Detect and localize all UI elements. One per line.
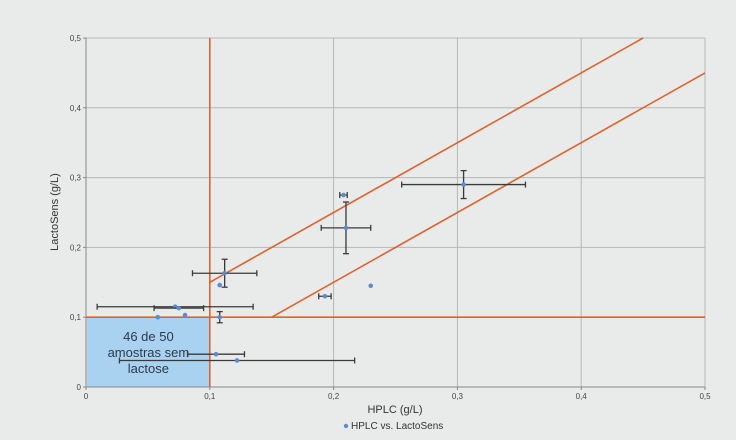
legend: HPLC vs. LactoSens bbox=[343, 421, 443, 432]
axes: 0 0,1 0,2 0,3 0,4 0,5 0 0,1 0,2 0,3 0,4 0,5 bbox=[70, 34, 711, 401]
x-tick-label: 0,4 bbox=[576, 392, 588, 401]
x-tick-label: 0 bbox=[84, 392, 89, 401]
data-points bbox=[96, 169, 527, 364]
reference-lines bbox=[86, 37, 706, 387]
y-tick-label: 0,4 bbox=[70, 104, 82, 113]
data-point bbox=[222, 270, 227, 276]
x-tick-label: 0,3 bbox=[452, 392, 464, 401]
annotation-box-fill bbox=[87, 317, 210, 387]
legend-marker bbox=[343, 423, 349, 429]
tolerance-band-line bbox=[271, 72, 706, 318]
data-point bbox=[182, 312, 188, 318]
data-point bbox=[155, 314, 161, 320]
x-tick-label: 0,2 bbox=[328, 392, 340, 401]
annotation-text-line: 46 de 50 bbox=[123, 329, 174, 344]
y-tick-label: 0,2 bbox=[70, 243, 82, 252]
data-point bbox=[343, 225, 349, 231]
data-point bbox=[322, 293, 328, 299]
annotation-text-line: amostras sem bbox=[108, 345, 190, 360]
data-point bbox=[341, 192, 346, 198]
data-point bbox=[461, 182, 466, 187]
legend-label: HPLC vs. LactoSens bbox=[351, 421, 443, 432]
y-tick-label: 0,3 bbox=[70, 174, 82, 183]
y-tick-label: 0 bbox=[77, 383, 82, 392]
data-point bbox=[217, 314, 223, 320]
data-point bbox=[176, 305, 182, 311]
x-tick-label: 0,1 bbox=[204, 392, 216, 401]
y-axis-title: LactoSens (g/L) bbox=[49, 173, 61, 251]
data-point bbox=[217, 282, 223, 288]
data-point bbox=[368, 283, 374, 289]
annotation-text-line: lactose bbox=[128, 361, 169, 376]
data-point bbox=[213, 351, 219, 357]
y-tick-label: 0,1 bbox=[70, 313, 82, 322]
tolerance-band-line bbox=[209, 37, 644, 283]
x-axis-title: HPLC (g/L) bbox=[367, 404, 422, 416]
y-tick-label: 0,5 bbox=[70, 34, 82, 43]
data-point bbox=[234, 358, 240, 363]
x-tick-label: 0,5 bbox=[699, 392, 711, 401]
